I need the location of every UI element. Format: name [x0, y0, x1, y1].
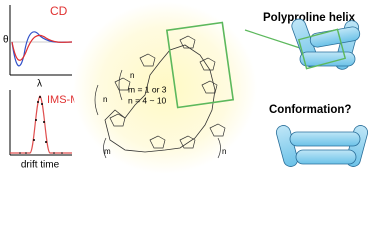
repeat-label: n	[222, 147, 226, 156]
right-panel: Polyproline helix Conformation?	[244, 12, 369, 167]
conformation-bundle	[275, 125, 369, 167]
page: {"cd_panel": {"label": "CD", "y_symbol":…	[3, 2, 369, 174]
y-symbol: θ	[3, 35, 9, 46]
structure: n n m n m = 1 or 3 n = 4 ~ 10	[73, 2, 257, 174]
cd-label: CD	[50, 4, 68, 18]
x-symbol: λ	[37, 79, 42, 90]
cd-panel: θ CD λ	[3, 4, 73, 90]
pointer	[244, 29, 301, 49]
cd-curve-blue	[11, 31, 73, 67]
repeat-label: n	[103, 95, 107, 104]
helix-bundle	[291, 18, 361, 70]
rings	[94, 35, 226, 159]
ims-points	[19, 96, 63, 154]
helix-label: Polyproline helix	[263, 12, 356, 24]
x-label: drift time	[21, 160, 60, 171]
graphic: θ CD λ IMS-MS drift time n n m n m = 1 o…	[3, 2, 369, 174]
repeat-label: n	[130, 71, 134, 80]
n-note: n = 4 ~ 10	[128, 95, 167, 105]
helix-highlight	[297, 28, 347, 70]
m-note: m = 1 or 3	[128, 84, 167, 94]
question: Conformation?	[269, 104, 351, 116]
repeat-label: m	[104, 147, 111, 156]
glow	[73, 2, 257, 174]
cd-curve-red	[11, 34, 73, 61]
helix-box	[165, 21, 235, 109]
